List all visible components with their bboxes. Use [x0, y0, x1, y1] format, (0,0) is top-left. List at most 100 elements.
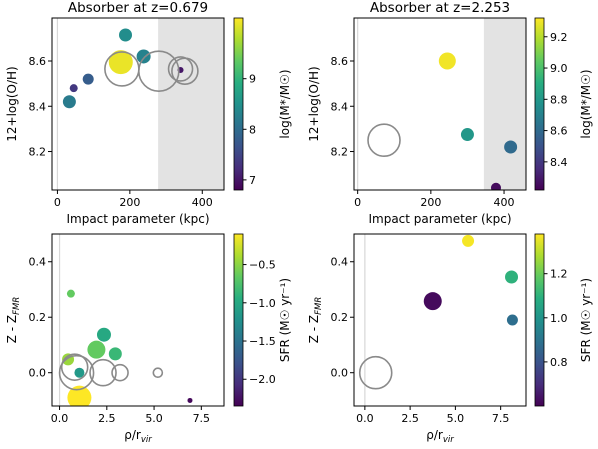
open-circle-4 [171, 57, 199, 85]
x-tick-label: 5.0 [145, 412, 163, 425]
colorbar-tick-label: −2.0 [249, 373, 276, 386]
open-circle-1 [367, 123, 401, 158]
open-circle-4 [111, 363, 129, 382]
colorbar-tick-label: 9.0 [550, 62, 568, 75]
data-point-1 [108, 50, 133, 75]
open-circle-1 [58, 354, 95, 391]
open-circle-2 [138, 50, 180, 92]
x-tick-label: 200 [420, 196, 441, 209]
colorbar-tick-label: 8.4 [550, 156, 568, 169]
plot-area [358, 234, 519, 406]
data-point-4 [96, 327, 111, 342]
colorbar-gradient [233, 233, 244, 407]
plot-frame [353, 233, 527, 407]
open-circle-1 [358, 355, 393, 390]
y-tick-label: 8.4 [29, 100, 47, 113]
colorbar-tick-label: 1.0 [550, 312, 568, 325]
x-tick-label: 5.0 [447, 412, 465, 425]
y-axis-label: 12+log(O/H) [307, 66, 321, 142]
data-point-2 [66, 289, 75, 298]
panel-1: 0 200 400 8.2 8.4 8.6 Absorber at z=0.679 Impac… [5, 0, 292, 226]
colorbar-tick-label: −1.5 [249, 335, 276, 348]
data-point-1 [67, 385, 92, 406]
x-tick-label: 400 [192, 196, 213, 209]
plot-area [357, 18, 526, 190]
data-point-5 [82, 73, 94, 85]
x-axis-label: Impact parameter (kpc) [368, 212, 511, 226]
y-tick-label: 0.0 [331, 367, 349, 380]
data-point-4 [490, 182, 501, 190]
y-tick-label: 8.2 [331, 146, 349, 159]
y-tick-label: 0.4 [29, 256, 47, 269]
open-circle-2 [60, 353, 89, 381]
x-axis-label: ρ/rvir [426, 428, 454, 445]
colorbar: 0.8 1.0 1.2 SFR (M☉ yr⁻¹) [534, 233, 593, 407]
data-point-1 [438, 52, 456, 70]
y-tick-label: 8.6 [331, 55, 349, 68]
y-tick-label: 8.2 [29, 146, 47, 159]
x-tick-label: 400 [494, 196, 515, 209]
data-point-8 [187, 397, 193, 403]
data-point-7 [74, 367, 85, 378]
plot-area [56, 18, 224, 190]
x-tick-label: 0 [54, 196, 61, 209]
colorbar-tick-label: 9 [249, 73, 256, 86]
colorbar: 7 8 9 log(M*/M☉) [233, 17, 292, 191]
colorbar-gradient [534, 17, 545, 191]
open-circle-5 [152, 367, 164, 379]
x-tick-label: 0 [354, 196, 361, 209]
colorbar-gradient [534, 233, 545, 407]
x-tick-label: 7.5 [492, 412, 510, 425]
y-tick-label: 0.2 [331, 311, 349, 324]
colorbar-label: SFR (M☉ yr⁻¹) [579, 278, 593, 362]
open-circle-3 [167, 56, 194, 82]
y-axis-label: Z - ZFMR [5, 297, 22, 344]
x-axis-label: Impact parameter (kpc) [66, 212, 209, 226]
y-tick-label: 0.0 [29, 367, 47, 380]
data-point-2 [505, 270, 519, 284]
colorbar-tick-label: 1.2 [550, 268, 568, 281]
x-tick-label: 0.0 [51, 412, 69, 425]
data-point-6 [69, 84, 78, 93]
colorbar-tick-label: −0.5 [249, 259, 276, 272]
colorbar-label: SFR (M☉ yr⁻¹) [278, 278, 292, 362]
colorbar-tick-label: 0.8 [550, 356, 568, 369]
y-tick-label: 8.4 [331, 100, 349, 113]
data-point-5 [87, 340, 106, 359]
plot-frame [353, 17, 527, 191]
plot-frame [51, 17, 225, 191]
panel-4: 0.0 2.5 5.0 7.5 0.0 0.2 0.4 ρ/rvir Z - ZFMR 0.8 1.… [307, 233, 593, 445]
data-point-3 [504, 140, 518, 154]
data-point-6 [108, 347, 122, 361]
colorbar-tick-label: 8 [249, 123, 256, 136]
colorbar: 8.4 8.6 8.8 9.0 9.2 log(M*/M☉) [534, 17, 593, 191]
x-axis-label: ρ/rvir [124, 428, 152, 445]
x-tick-label: 2.5 [401, 412, 419, 425]
x-tick-label: 7.5 [193, 412, 211, 425]
y-axis-label: Z - ZFMR [307, 297, 324, 344]
data-point-4 [506, 314, 518, 326]
panels-group: 0 200 400 8.2 8.4 8.6 Absorber at z=0.679 Impac… [5, 0, 593, 445]
x-tick-label: 200 [119, 196, 140, 209]
shaded-region [483, 18, 526, 190]
data-point-3 [136, 49, 151, 64]
colorbar-tick-label: 8.8 [550, 93, 568, 106]
y-tick-label: 0.2 [29, 311, 47, 324]
colorbar-label: log(M*/M☉) [278, 69, 292, 138]
shaded-region [158, 18, 224, 190]
data-point-2 [460, 128, 474, 142]
x-tick-label: 2.5 [98, 412, 116, 425]
colorbar-tick-label: −1.0 [249, 297, 276, 310]
chart-title: Absorber at z=2.253 [370, 0, 510, 16]
colorbar-gradient [233, 17, 244, 191]
data-point-1 [462, 234, 475, 247]
colorbar-tick-label: 9.2 [550, 31, 568, 44]
y-tick-label: 0.4 [331, 256, 349, 269]
plot-frame [51, 233, 225, 407]
data-point-2 [119, 28, 133, 42]
x-tick-label: 0.0 [356, 412, 374, 425]
y-tick-label: 8.6 [29, 55, 47, 68]
